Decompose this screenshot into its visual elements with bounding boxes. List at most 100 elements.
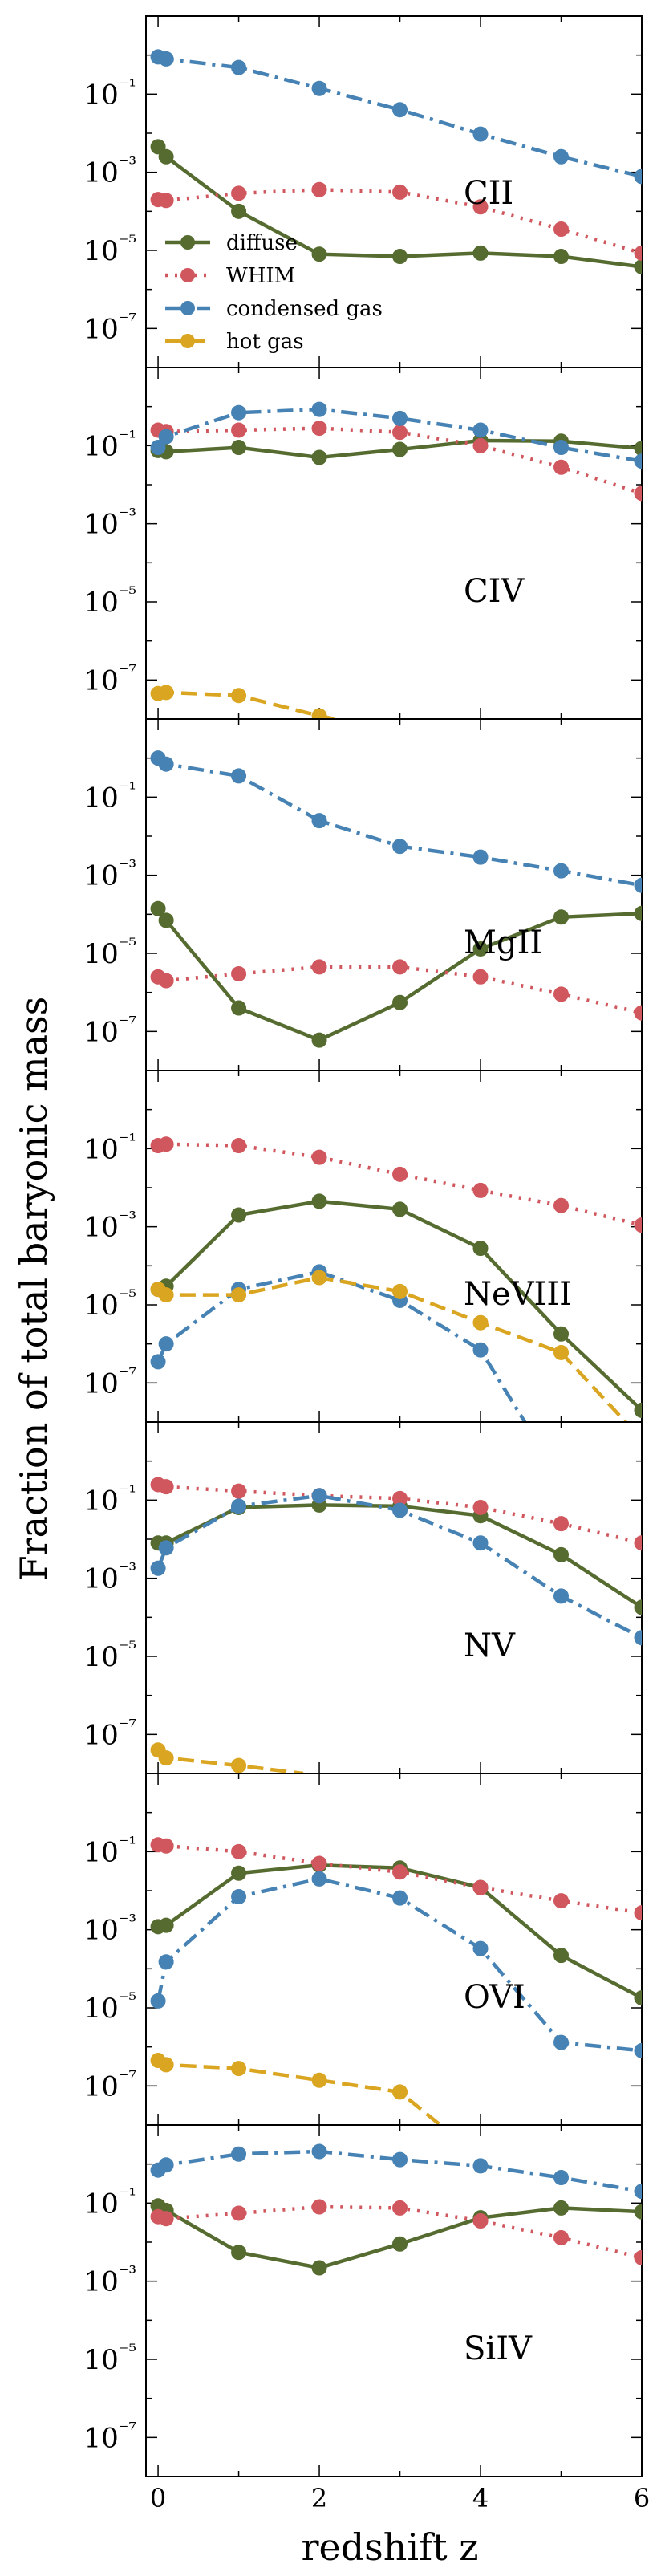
data-point	[158, 1917, 174, 1933]
data-point	[231, 2146, 247, 2162]
data-point	[553, 986, 570, 1002]
data-point	[553, 2034, 570, 2050]
data-point	[392, 2200, 408, 2216]
data-point	[311, 2199, 327, 2215]
data-point	[311, 1488, 327, 1504]
data-point	[231, 404, 247, 421]
data-point	[472, 849, 489, 865]
data-point	[311, 1855, 327, 1871]
data-point	[472, 1342, 489, 1358]
series-group	[150, 1136, 642, 1422]
data-point	[158, 2157, 174, 2173]
legend-label: hot gas	[226, 330, 304, 354]
data-point	[158, 51, 174, 67]
y-tick-label: 10⁻⁷	[83, 2418, 136, 2454]
y-tick-label: 10⁻⁷	[83, 1012, 136, 1048]
data-point	[634, 486, 642, 502]
data-point	[553, 1326, 570, 1342]
panel-label: MgII	[464, 924, 542, 961]
data-point	[392, 1502, 408, 1518]
data-point	[311, 449, 327, 465]
y-tick-label: 10⁻¹	[83, 1129, 136, 1165]
data-point	[392, 959, 408, 975]
panel-ovi: 10⁻¹ 10⁻³ 10⁻⁵ 10⁻⁷ OVI	[83, 1773, 643, 2126]
panel-mgii: 10⁻¹ 10⁻³ 10⁻⁵ 10⁻⁷ MgII	[83, 718, 643, 1071]
x-tick-label: 2	[311, 2483, 327, 2513]
data-point	[158, 973, 174, 989]
data-point	[158, 193, 174, 209]
data-point	[158, 685, 174, 701]
series-line-condensed-gas	[156, 1493, 642, 1639]
chart-panels: 10⁻¹10⁻³10⁻⁵10⁻⁷CII10⁻¹10⁻³10⁻⁵10⁻⁷CIV10…	[83, 15, 650, 2513]
data-point	[231, 965, 247, 981]
legend-entry: WHIM	[165, 264, 295, 288]
data-point	[472, 2158, 489, 2174]
data-point	[231, 440, 247, 456]
y-tick-label: 10⁻⁷	[83, 1715, 136, 1751]
data-point	[392, 839, 408, 855]
y-tick-label: 10⁻⁷	[83, 660, 136, 697]
y-tick-label: 10⁻¹	[83, 778, 136, 814]
data-point	[553, 2170, 570, 2186]
data-point	[311, 246, 327, 262]
legend-entry: hot gas	[165, 330, 304, 354]
data-point	[231, 2245, 247, 2261]
data-point	[231, 1137, 247, 1153]
y-tick-label: 10⁻⁵	[83, 1637, 136, 1673]
data-point	[158, 148, 174, 165]
data-point	[158, 1479, 174, 1495]
data-point	[392, 994, 408, 1010]
data-point	[553, 221, 570, 238]
data-point	[311, 2260, 327, 2276]
data-point	[158, 912, 174, 928]
data-point	[634, 1990, 642, 2006]
data-point	[553, 1197, 570, 1213]
data-point	[311, 813, 327, 829]
data-point	[158, 1136, 174, 1152]
legend-entry: diffuse	[165, 231, 298, 255]
data-point	[392, 249, 408, 265]
legend-entry: condensed gas	[165, 297, 383, 321]
panel-neviii: 10⁻¹ 10⁻³ 10⁻⁵ 10⁻⁷ NeVIII	[83, 1070, 643, 1423]
data-point	[472, 1879, 489, 1895]
data-point	[311, 708, 327, 719]
y-tick-label: 10⁻³	[83, 505, 136, 541]
data-point	[150, 900, 166, 916]
y-tick-label: 10⁻³	[83, 2262, 136, 2298]
data-point	[553, 1948, 570, 1964]
legend-label: condensed gas	[226, 297, 383, 321]
data-point	[553, 1893, 570, 1909]
data-point	[553, 2200, 570, 2216]
series-group	[150, 1837, 642, 2125]
series-line-whim	[157, 2204, 642, 2260]
data-point	[553, 440, 570, 456]
data-point	[472, 199, 489, 215]
x-tick-label: 0	[150, 2483, 166, 2513]
series-line-hot-gas	[156, 1275, 627, 1422]
series-line-diffuse	[156, 145, 642, 269]
data-point	[392, 1166, 408, 1182]
data-point	[311, 401, 327, 417]
series-line-diffuse	[158, 1503, 642, 1609]
panel-frame	[145, 1070, 643, 1423]
series-line-whim	[157, 1482, 642, 1545]
y-tick-label: 10⁻⁵	[83, 934, 136, 970]
data-point	[231, 768, 247, 784]
data-point	[634, 441, 642, 457]
data-point	[158, 1954, 174, 1970]
data-point	[311, 1032, 327, 1048]
y-tick-label: 10⁻³	[83, 1208, 136, 1244]
data-point	[553, 1546, 570, 1562]
data-point	[311, 2072, 327, 2088]
data-point	[158, 1540, 174, 1556]
data-point	[158, 1838, 174, 1854]
series-line-diffuse	[157, 1863, 642, 2000]
data-point	[231, 59, 247, 75]
series-line-condensed-gas	[156, 2149, 642, 2193]
data-point	[158, 1750, 174, 1766]
data-point	[392, 1201, 408, 1217]
series-line-whim	[157, 1142, 642, 1227]
panel-label: CII	[464, 175, 513, 212]
data-point	[634, 1535, 642, 1551]
